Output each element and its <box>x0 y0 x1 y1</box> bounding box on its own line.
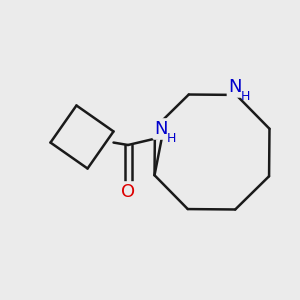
Text: O: O <box>121 183 135 201</box>
Text: H: H <box>166 133 176 146</box>
Text: N: N <box>229 78 242 96</box>
Text: H: H <box>241 90 250 104</box>
Text: N: N <box>154 120 168 138</box>
